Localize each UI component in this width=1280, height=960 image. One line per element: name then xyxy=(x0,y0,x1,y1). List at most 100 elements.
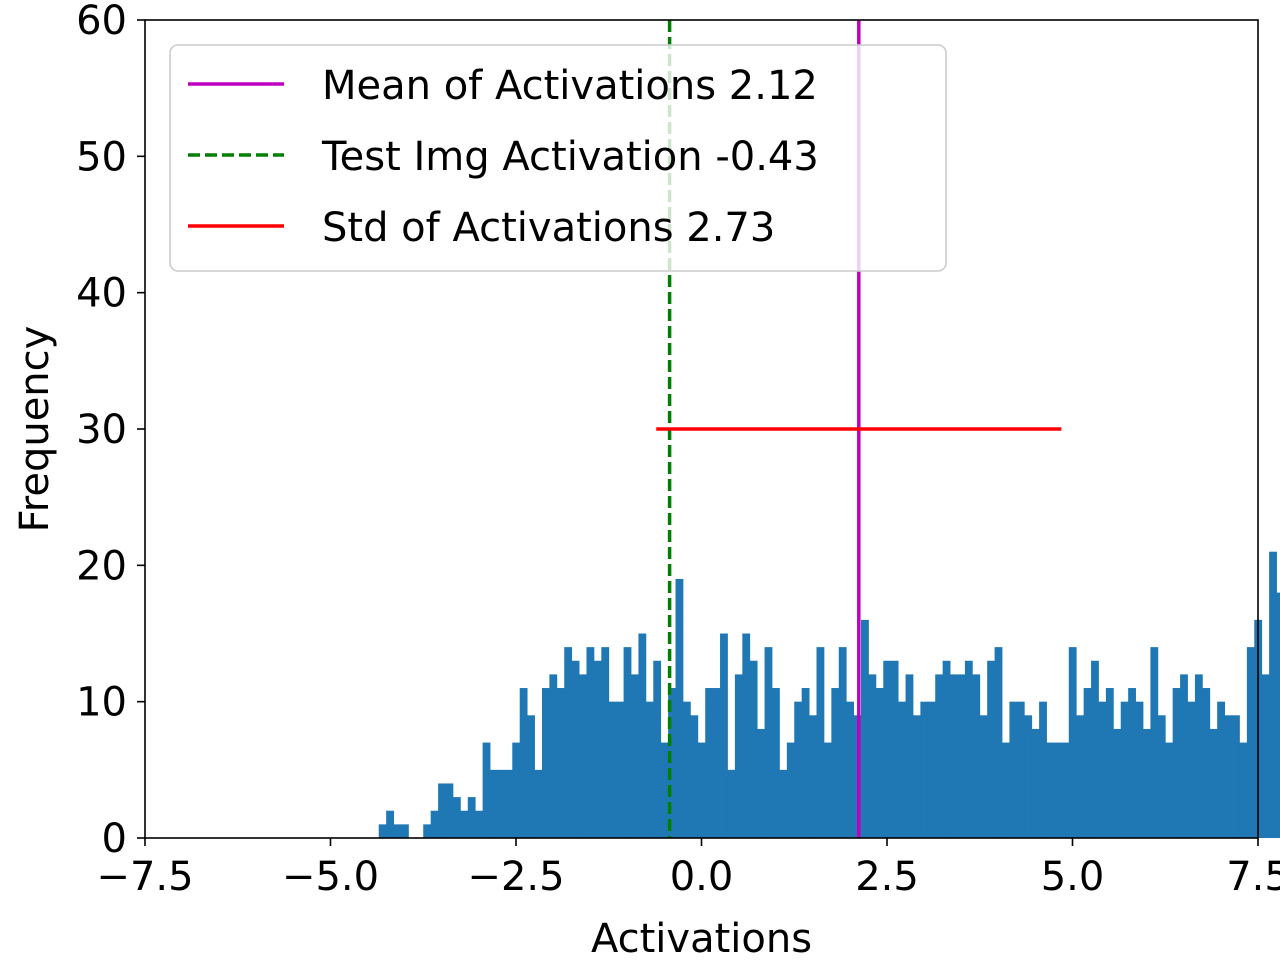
histogram-bar xyxy=(994,647,1003,838)
x-axis-ticks: −7.5 −5.0 −2.5 0.0 2.5 5.0 7.5 xyxy=(96,838,1280,900)
histogram-bar xyxy=(794,701,803,838)
histogram-bar xyxy=(1157,715,1166,838)
x-tick-label: −2.5 xyxy=(467,854,564,900)
histogram-bar xyxy=(749,660,758,838)
histogram-bar xyxy=(623,647,632,838)
histogram-bar xyxy=(675,578,684,838)
histogram-bar xyxy=(549,674,558,838)
x-tick-label: −5.0 xyxy=(282,854,379,900)
histogram-bar xyxy=(890,660,899,838)
histogram-bar xyxy=(764,647,773,838)
histogram-bar xyxy=(1165,742,1174,838)
histogram-bar xyxy=(631,674,639,838)
legend-label: Test Img Activation -0.43 xyxy=(321,134,819,180)
histogram-bar xyxy=(1209,728,1218,838)
histogram-bar xyxy=(838,647,847,838)
y-axis-label: Frequency xyxy=(12,326,58,533)
x-tick-label: 0.0 xyxy=(670,854,734,900)
histogram-bar xyxy=(482,742,491,838)
histogram-bar xyxy=(1105,688,1114,838)
histogram-bar xyxy=(720,633,728,838)
histogram-bar xyxy=(571,660,580,838)
histogram-bar xyxy=(801,688,810,838)
histogram-bar xyxy=(460,810,469,838)
histogram-bar xyxy=(1150,647,1159,838)
histogram-bar xyxy=(645,701,654,838)
histogram-bar xyxy=(556,688,565,838)
histogram-bar xyxy=(964,660,973,838)
histogram-bar xyxy=(378,824,387,838)
histogram-bar xyxy=(682,701,691,838)
histogram-bar xyxy=(497,769,506,838)
histogram-bar xyxy=(579,674,587,838)
histogram-bar xyxy=(1031,728,1040,838)
x-axis-label: Activations xyxy=(591,916,812,960)
histogram-bar xyxy=(883,660,892,838)
histogram-bar xyxy=(757,728,765,838)
histogram-bar xyxy=(660,742,669,838)
x-tick-label: 2.5 xyxy=(855,854,919,900)
histogram-bar xyxy=(1261,674,1270,838)
histogram-bar xyxy=(1120,701,1129,838)
histogram-bar xyxy=(868,674,877,838)
legend-label: Mean of Activations 2.12 xyxy=(322,63,818,109)
histogram-bars xyxy=(378,551,1280,838)
histogram-bar xyxy=(541,688,550,838)
histogram-bar xyxy=(467,797,476,838)
histogram-bar xyxy=(779,769,788,838)
histogram-bar xyxy=(386,810,394,838)
histogram-bar xyxy=(1076,715,1085,838)
histogram-bar xyxy=(905,674,914,838)
histogram-bar xyxy=(1024,715,1033,838)
histogram-bar xyxy=(861,619,869,838)
histogram-bar xyxy=(950,674,958,838)
histogram-bar xyxy=(1061,742,1070,838)
histogram-bar xyxy=(1269,551,1277,838)
histogram-bar xyxy=(912,715,921,838)
y-tick-label: 10 xyxy=(76,680,127,726)
y-tick-label: 30 xyxy=(76,407,127,453)
histogram-bar xyxy=(527,715,535,838)
histogram-bar xyxy=(1180,674,1188,838)
histogram-bar xyxy=(445,783,454,838)
histogram-bar xyxy=(712,688,721,838)
y-tick-label: 40 xyxy=(76,271,127,317)
histogram-bar xyxy=(1053,742,1062,838)
histogram-bar xyxy=(400,824,409,838)
histogram-bar xyxy=(875,688,884,838)
histogram-bar xyxy=(927,701,936,838)
histogram-bar xyxy=(846,701,855,838)
y-tick-label: 50 xyxy=(76,134,127,180)
y-tick-label: 60 xyxy=(76,0,127,44)
histogram-bar xyxy=(1135,701,1144,838)
histogram-bar xyxy=(1068,647,1077,838)
histogram-bar xyxy=(957,674,966,838)
histogram-bar xyxy=(1002,742,1010,838)
histogram-bar xyxy=(1217,701,1226,838)
histogram-bar xyxy=(564,647,573,838)
histogram-bar xyxy=(979,715,988,838)
histogram-bar xyxy=(1202,688,1211,838)
histogram-bar xyxy=(601,647,610,838)
histogram-bar xyxy=(393,824,402,838)
histogram-bar xyxy=(423,824,432,838)
histogram-bar xyxy=(972,674,981,838)
histogram-bar xyxy=(1172,688,1181,838)
histogram-bar xyxy=(1194,674,1203,838)
x-tick-label: −7.5 xyxy=(96,854,193,900)
histogram-bar xyxy=(987,660,995,838)
y-axis-ticks: 0 10 20 30 40 50 60 xyxy=(76,0,145,862)
histogram-bar xyxy=(586,647,595,838)
histogram-bar xyxy=(734,674,743,838)
histogram-bar xyxy=(593,660,602,838)
x-tick-label: 5.0 xyxy=(1041,854,1105,900)
histogram-bar xyxy=(668,688,676,838)
histogram-bar xyxy=(1142,728,1151,838)
histogram-bar xyxy=(438,783,446,838)
histogram-bar xyxy=(1276,592,1280,838)
histogram-bar xyxy=(831,688,840,838)
histogram-bar xyxy=(1232,715,1240,838)
histogram-bar xyxy=(1128,688,1136,838)
histogram-bar xyxy=(1046,742,1055,838)
